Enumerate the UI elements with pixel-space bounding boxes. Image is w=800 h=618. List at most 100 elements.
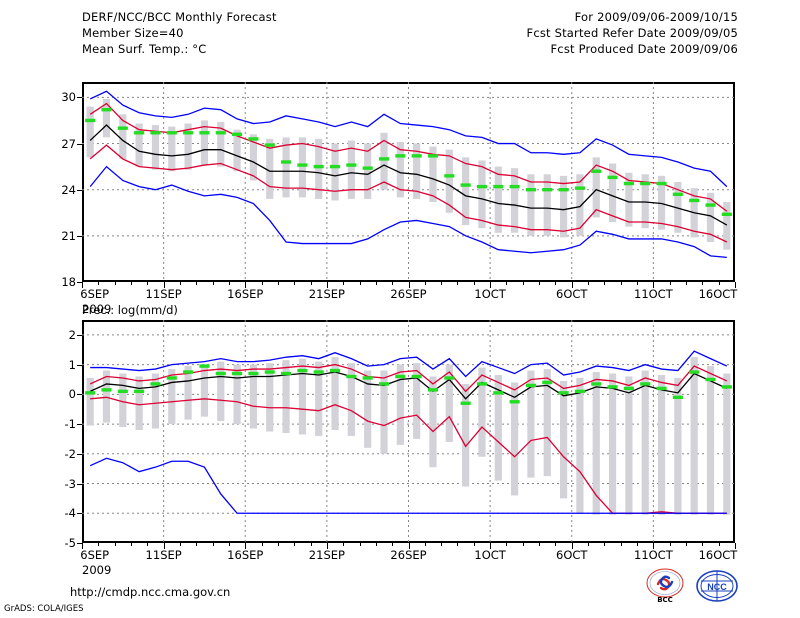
temperature-variable-label: Mean Surf. Temp.: °C [82, 42, 207, 56]
y-axis-tick-mark [77, 513, 82, 515]
y-axis-tick-label: -3 [64, 476, 76, 491]
bcc-logo-mark [646, 568, 684, 598]
x-axis-tick-mark [653, 543, 655, 549]
x-axis-tick-mark [604, 282, 606, 285]
x-axis-tick-label: 11OCT [634, 548, 673, 562]
x-axis-tick-mark [261, 543, 263, 546]
x-axis-tick-mark [588, 543, 590, 546]
x-axis-tick-mark [539, 282, 541, 285]
gridlines [82, 82, 735, 282]
x-axis-tick-label: 6OCT [556, 287, 588, 301]
x-axis-tick-mark [277, 543, 279, 546]
grads-credit: GrADS: COLA/IGES [4, 604, 84, 614]
svg-text:NCC: NCC [707, 582, 727, 592]
x-axis-tick-mark [245, 543, 247, 549]
series-lower-quartile [89, 144, 728, 243]
x-axis-tick-mark [375, 543, 377, 546]
x-axis-tick-mark [359, 282, 361, 285]
forecast-period-label: For 2009/09/06-2009/10/15 [574, 10, 738, 24]
x-axis-tick-mark [359, 543, 361, 546]
x-axis-tick-mark [163, 282, 165, 288]
y-axis-tick-label: -2 [64, 446, 76, 461]
x-axis-tick-mark [441, 282, 443, 285]
x-axis-tick-mark [326, 282, 328, 288]
x-axis-tick-label: 6SEP [80, 287, 110, 301]
x-axis-tick-mark [375, 282, 377, 285]
x-axis-tick-mark [473, 282, 475, 285]
x-axis-tick-label: 1OCT [474, 287, 506, 301]
x-axis-tick-mark [637, 543, 639, 546]
x-axis-tick-mark [392, 543, 394, 546]
x-axis-tick-label: 16OCT [698, 548, 738, 562]
x-axis-tick-mark [718, 282, 720, 285]
x-axis-tick-mark [408, 543, 410, 549]
ensemble-spread-bars [86, 98, 731, 250]
y-axis-tick-label: -5 [64, 536, 76, 550]
series-ensemble-mean [89, 371, 728, 400]
y-axis-tick-label: 1 [68, 357, 76, 372]
y-axis-tick-mark [77, 483, 82, 485]
y-axis-tick-mark [77, 97, 82, 99]
x-axis-tick-mark [147, 543, 149, 546]
logo-group: BCC NCC [645, 568, 750, 606]
y-axis-tick-label: 21 [61, 228, 76, 243]
x-axis-tick-mark [245, 282, 247, 288]
x-axis-tick-mark [718, 543, 720, 546]
y-axis-tick-mark [77, 143, 82, 145]
x-axis-tick-mark [310, 543, 312, 546]
x-axis-tick-mark [228, 282, 230, 285]
x-axis-tick-mark [588, 282, 590, 285]
x-axis-tick-label: 16SEP [227, 548, 264, 562]
x-axis-tick-mark [228, 543, 230, 546]
forecast-title: DERF/NCC/BCC Monthly Forecast [82, 10, 277, 24]
y-axis-tick-mark [77, 334, 82, 336]
x-axis-tick-mark [686, 543, 688, 546]
x-axis-tick-mark [261, 282, 263, 285]
x-axis-tick-mark [408, 282, 410, 288]
x-axis-tick-mark [424, 282, 426, 285]
x-axis-year-label: 2009 [82, 302, 112, 316]
x-axis-tick-mark [669, 282, 671, 285]
series-maximum-upper-envelope- [90, 350, 728, 378]
bcc-logo: BCC [645, 568, 685, 606]
x-axis-tick-mark [196, 282, 198, 285]
source-url[interactable]: http://cmdp.ncc.cma.gov.cn [70, 585, 231, 599]
series-upper-quartile [89, 363, 728, 393]
x-axis-tick-mark [147, 282, 149, 285]
x-axis-tick-mark [473, 543, 475, 546]
x-axis-tick-mark [604, 543, 606, 546]
x-axis-tick-mark [392, 282, 394, 285]
y-axis-tick-mark [77, 282, 82, 283]
y-axis-tick-label: 2 [68, 327, 76, 342]
x-axis-tick-mark [702, 543, 704, 546]
series-upper-quartile [89, 102, 728, 212]
x-axis-tick-mark [294, 282, 296, 285]
y-axis-tick-label: 30 [61, 90, 76, 105]
x-axis-tick-mark [326, 543, 328, 549]
x-axis-tick-label: 21SEP [308, 548, 345, 562]
x-axis-tick-mark [457, 543, 459, 546]
x-axis-tick-mark [555, 282, 557, 285]
x-axis-tick-mark [212, 282, 214, 285]
x-axis-tick-mark [506, 543, 508, 546]
x-axis-tick-mark [620, 282, 622, 285]
x-axis-tick-label: 26SEP [390, 287, 427, 301]
series-minimum-lower-envelope- [89, 457, 727, 514]
y-axis-tick-mark [77, 394, 82, 396]
x-axis-tick-mark [653, 282, 655, 288]
ncc-logo-mark: NCC [696, 570, 738, 602]
x-axis-tick-label: 11OCT [634, 287, 673, 301]
x-axis-tick-mark [277, 282, 279, 285]
y-axis-tick-mark [77, 424, 82, 426]
x-axis-tick-mark [82, 282, 83, 288]
x-axis-tick-mark [82, 543, 83, 549]
gridlines [82, 320, 735, 543]
ensemble-spread-bars [86, 357, 731, 515]
x-axis-tick-mark [130, 543, 132, 546]
x-axis-tick-mark [441, 543, 443, 546]
x-axis-tick-mark [571, 543, 573, 549]
x-axis-tick-mark [490, 282, 492, 288]
series-minimum-lower-envelope- [89, 165, 727, 259]
bcc-logo-caption: BCC [657, 596, 673, 604]
surface-temperature-panel-canvas [82, 82, 735, 282]
